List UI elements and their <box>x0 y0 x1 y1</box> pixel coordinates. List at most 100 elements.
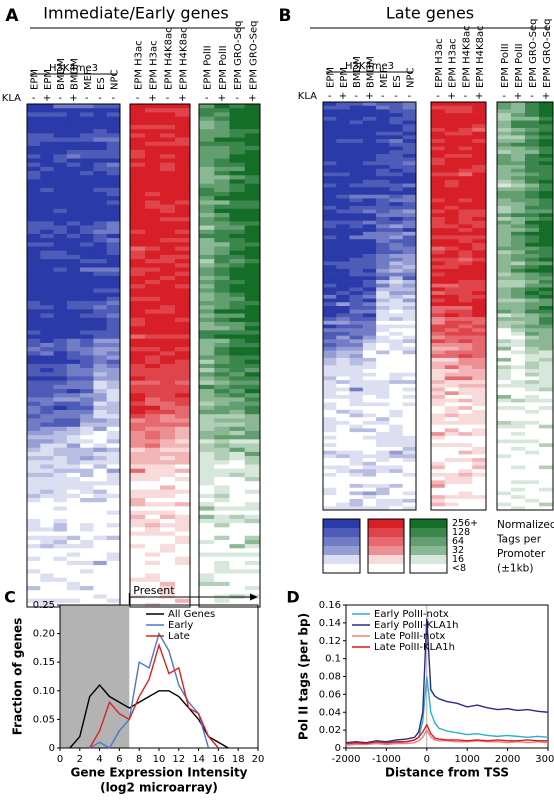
heatmap-cell <box>93 560 108 566</box>
heatmap-cell <box>539 202 554 207</box>
heatmap-cell <box>40 141 54 147</box>
heatmap-cell <box>323 480 337 485</box>
heatmap-cell <box>93 590 108 595</box>
heatmap-cell <box>511 124 526 129</box>
heatmap-cell <box>80 556 94 562</box>
heatmap-frame <box>430 101 487 511</box>
heatmap-cell <box>431 102 446 107</box>
heatmap-cell <box>199 238 215 243</box>
heatmap-cell <box>458 439 473 444</box>
heatmap-cell <box>497 109 512 114</box>
heatmap-cell <box>160 447 176 453</box>
heatmap-cell <box>229 368 246 373</box>
heatmap-cell <box>244 586 261 591</box>
heatmap-cell <box>40 443 54 449</box>
heatmap-cell <box>458 391 473 396</box>
heatmap-cell <box>160 351 176 356</box>
heatmap-cell <box>444 131 459 136</box>
heatmap-cell <box>199 259 215 264</box>
heatmap-cell <box>244 351 261 356</box>
heatmap-cell <box>525 153 540 158</box>
heatmap-cell <box>458 250 473 255</box>
heatmap-cell <box>130 141 146 147</box>
heatmap-cell <box>53 259 68 264</box>
heatmap-cell <box>444 176 459 181</box>
heatmap-cell <box>130 468 146 474</box>
heatmap-cell <box>229 162 246 168</box>
kla-sign: + <box>148 93 156 104</box>
heatmap-cell <box>323 458 337 463</box>
heatmap-cell <box>362 454 377 459</box>
heatmap-cell <box>244 565 261 570</box>
heatmap-cell <box>244 133 261 138</box>
heatmap-cell <box>130 489 146 495</box>
heatmap-cell <box>539 102 554 107</box>
heatmap-cell <box>80 280 94 285</box>
heatmap-cell <box>389 131 404 136</box>
heatmap-cell <box>511 116 526 121</box>
heatmap-cell <box>444 350 459 355</box>
heatmap-cell <box>80 518 94 524</box>
heatmap-cell <box>376 131 390 136</box>
heatmap-cell <box>160 317 176 323</box>
heatmap-cell <box>130 120 146 126</box>
heatmap-cell <box>539 487 554 492</box>
heatmap-cell <box>525 369 540 374</box>
heatmap-cell <box>199 204 215 210</box>
heatmap-cell <box>323 209 337 214</box>
heatmap-cell <box>80 552 94 557</box>
heatmap-cell <box>80 242 94 247</box>
heatmap-cell <box>458 376 473 381</box>
heatmap-cell <box>376 346 390 351</box>
heatmap-cell <box>40 112 54 117</box>
heatmap-cell <box>145 489 161 495</box>
heatmap-cell <box>199 514 215 520</box>
heatmap-cell <box>444 146 459 151</box>
heatmap-cell <box>214 338 230 344</box>
heatmap-cell <box>53 158 68 163</box>
heatmap-cell <box>199 535 215 541</box>
heatmap-cell <box>336 165 350 170</box>
heatmap-cell <box>472 395 487 400</box>
heatmap-cell <box>431 268 446 273</box>
heatmap-cell <box>472 287 487 292</box>
column-label: ES <box>96 77 107 90</box>
heatmap-cell <box>80 259 94 264</box>
heatmap-cell <box>497 491 512 496</box>
heatmap-cell <box>525 357 540 362</box>
heatmap-cell <box>145 124 161 130</box>
heatmap-cell <box>66 196 81 201</box>
heatmap-cell <box>431 443 446 448</box>
heatmap-cell <box>244 334 261 340</box>
heatmap-cell <box>539 283 554 288</box>
heatmap-cell <box>106 523 121 528</box>
heatmap-cell <box>130 435 146 440</box>
heatmap-cell <box>66 493 81 499</box>
heatmap-cell <box>80 158 94 163</box>
heatmap-cell <box>93 531 108 537</box>
heatmap-cell <box>349 450 364 455</box>
heatmap-cell <box>106 212 121 218</box>
heatmap-cell <box>106 171 121 176</box>
heatmap-cell <box>402 124 417 129</box>
heatmap-cell <box>472 150 487 155</box>
heatmap-cell <box>525 461 540 466</box>
heatmap-cell <box>160 112 176 117</box>
heatmap-cell <box>362 487 377 492</box>
heatmap-cell <box>472 235 487 240</box>
heatmap-cell <box>349 446 364 451</box>
heatmap-cell <box>214 477 230 482</box>
heatmap-cell <box>431 280 446 285</box>
heatmap-cell <box>40 263 54 268</box>
heatmap-cell <box>323 120 337 125</box>
heatmap-cell <box>160 221 176 226</box>
heatmap-cell <box>497 450 512 455</box>
heatmap-cell <box>444 187 459 192</box>
heatmap-cell <box>458 216 473 221</box>
y-tick-label: 0.16 <box>319 600 341 611</box>
heatmap-cell <box>106 401 121 407</box>
heatmap-cell <box>106 573 121 578</box>
legend-label: All Genes <box>168 609 215 620</box>
heatmap-cell <box>160 137 176 143</box>
heatmap-cell <box>336 424 350 429</box>
